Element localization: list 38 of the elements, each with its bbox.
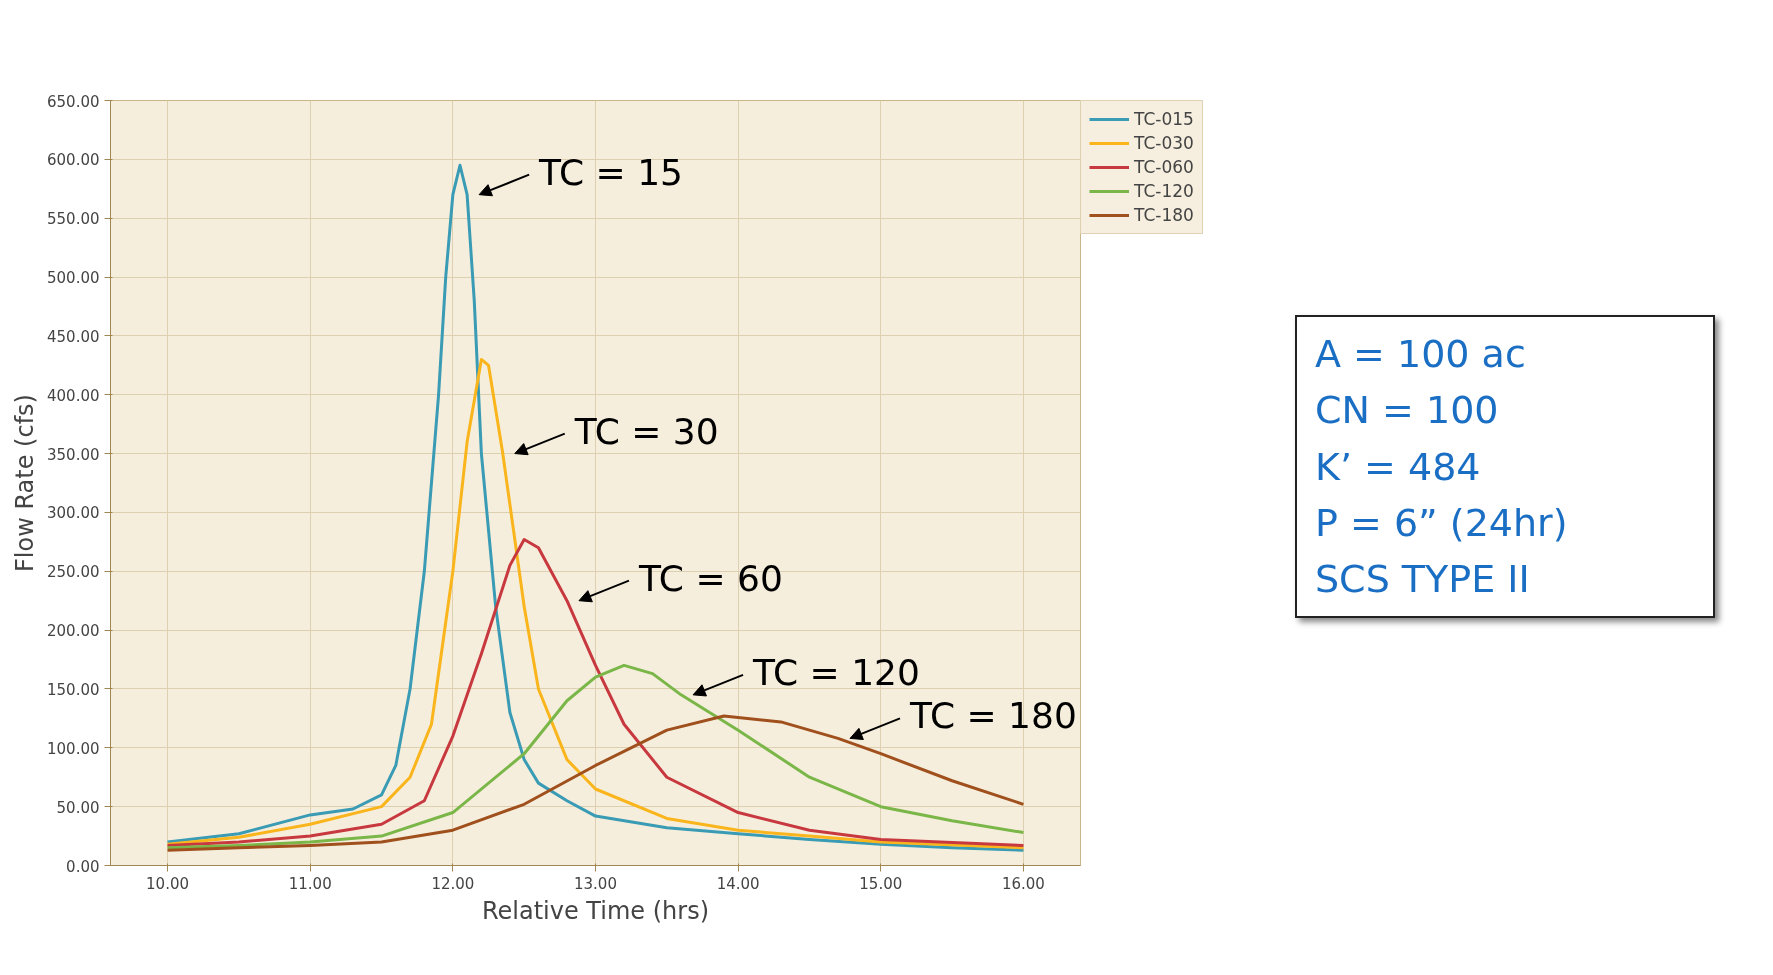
legend-label: TC-030	[1134, 133, 1194, 153]
text: CN = 100	[1315, 387, 1500, 435]
x-tick-label: 15.00	[859, 874, 903, 893]
y-tick-label: 650.00	[47, 92, 100, 111]
annotation: TC = 180	[909, 695, 1077, 737]
y-tick-label: 50.00	[56, 798, 100, 817]
y-tick-label: 400.00	[47, 386, 100, 405]
text: A = 100 ac	[1315, 331, 1527, 378]
y-tick-label: 450.00	[47, 327, 100, 346]
annotation: TC = 30	[573, 410, 719, 452]
text: K’ = 484	[1315, 443, 1482, 491]
y-axis-title: Flow Rate (cfs)	[11, 394, 40, 572]
x-tick-label: 10.00	[146, 874, 190, 893]
x-tick-label: 12.00	[431, 874, 475, 893]
legend-label: TC-015	[1134, 109, 1194, 129]
legend-label: TC-060	[1134, 157, 1194, 177]
x-tick-label: 13.00	[574, 874, 617, 893]
x-tick-label: 11.00	[288, 874, 332, 893]
annotation: TC = 120	[752, 651, 920, 693]
y-tick-label: 600.00	[47, 151, 100, 170]
y-tick-label: 200.00	[47, 622, 100, 641]
text: P = 6” (24hr)	[1315, 499, 1569, 547]
y-tick-label: 100.00	[47, 739, 100, 758]
y-tick-label: 150.00	[47, 680, 100, 699]
annotation: TC = 15	[538, 151, 684, 193]
annotation: TC = 60	[637, 557, 783, 599]
y-tick-label: 500.00	[47, 269, 100, 288]
y-tick-label: 250.00	[47, 563, 100, 582]
x-tick-label: 14.00	[716, 874, 760, 893]
y-tick-label: 550.00	[47, 210, 100, 229]
x-axis-title: Relative Time (hrs)	[481, 896, 710, 925]
x-tick-label: 16.00	[1001, 874, 1045, 893]
y-tick-label: 350.00	[47, 445, 100, 464]
y-tick-label: 300.00	[47, 504, 100, 523]
legend-label: TC-180	[1134, 205, 1194, 225]
text: SCS TYPE II	[1315, 556, 1531, 604]
y-tick-label: 0.00	[66, 857, 100, 876]
legend-label: TC-120	[1134, 181, 1194, 201]
